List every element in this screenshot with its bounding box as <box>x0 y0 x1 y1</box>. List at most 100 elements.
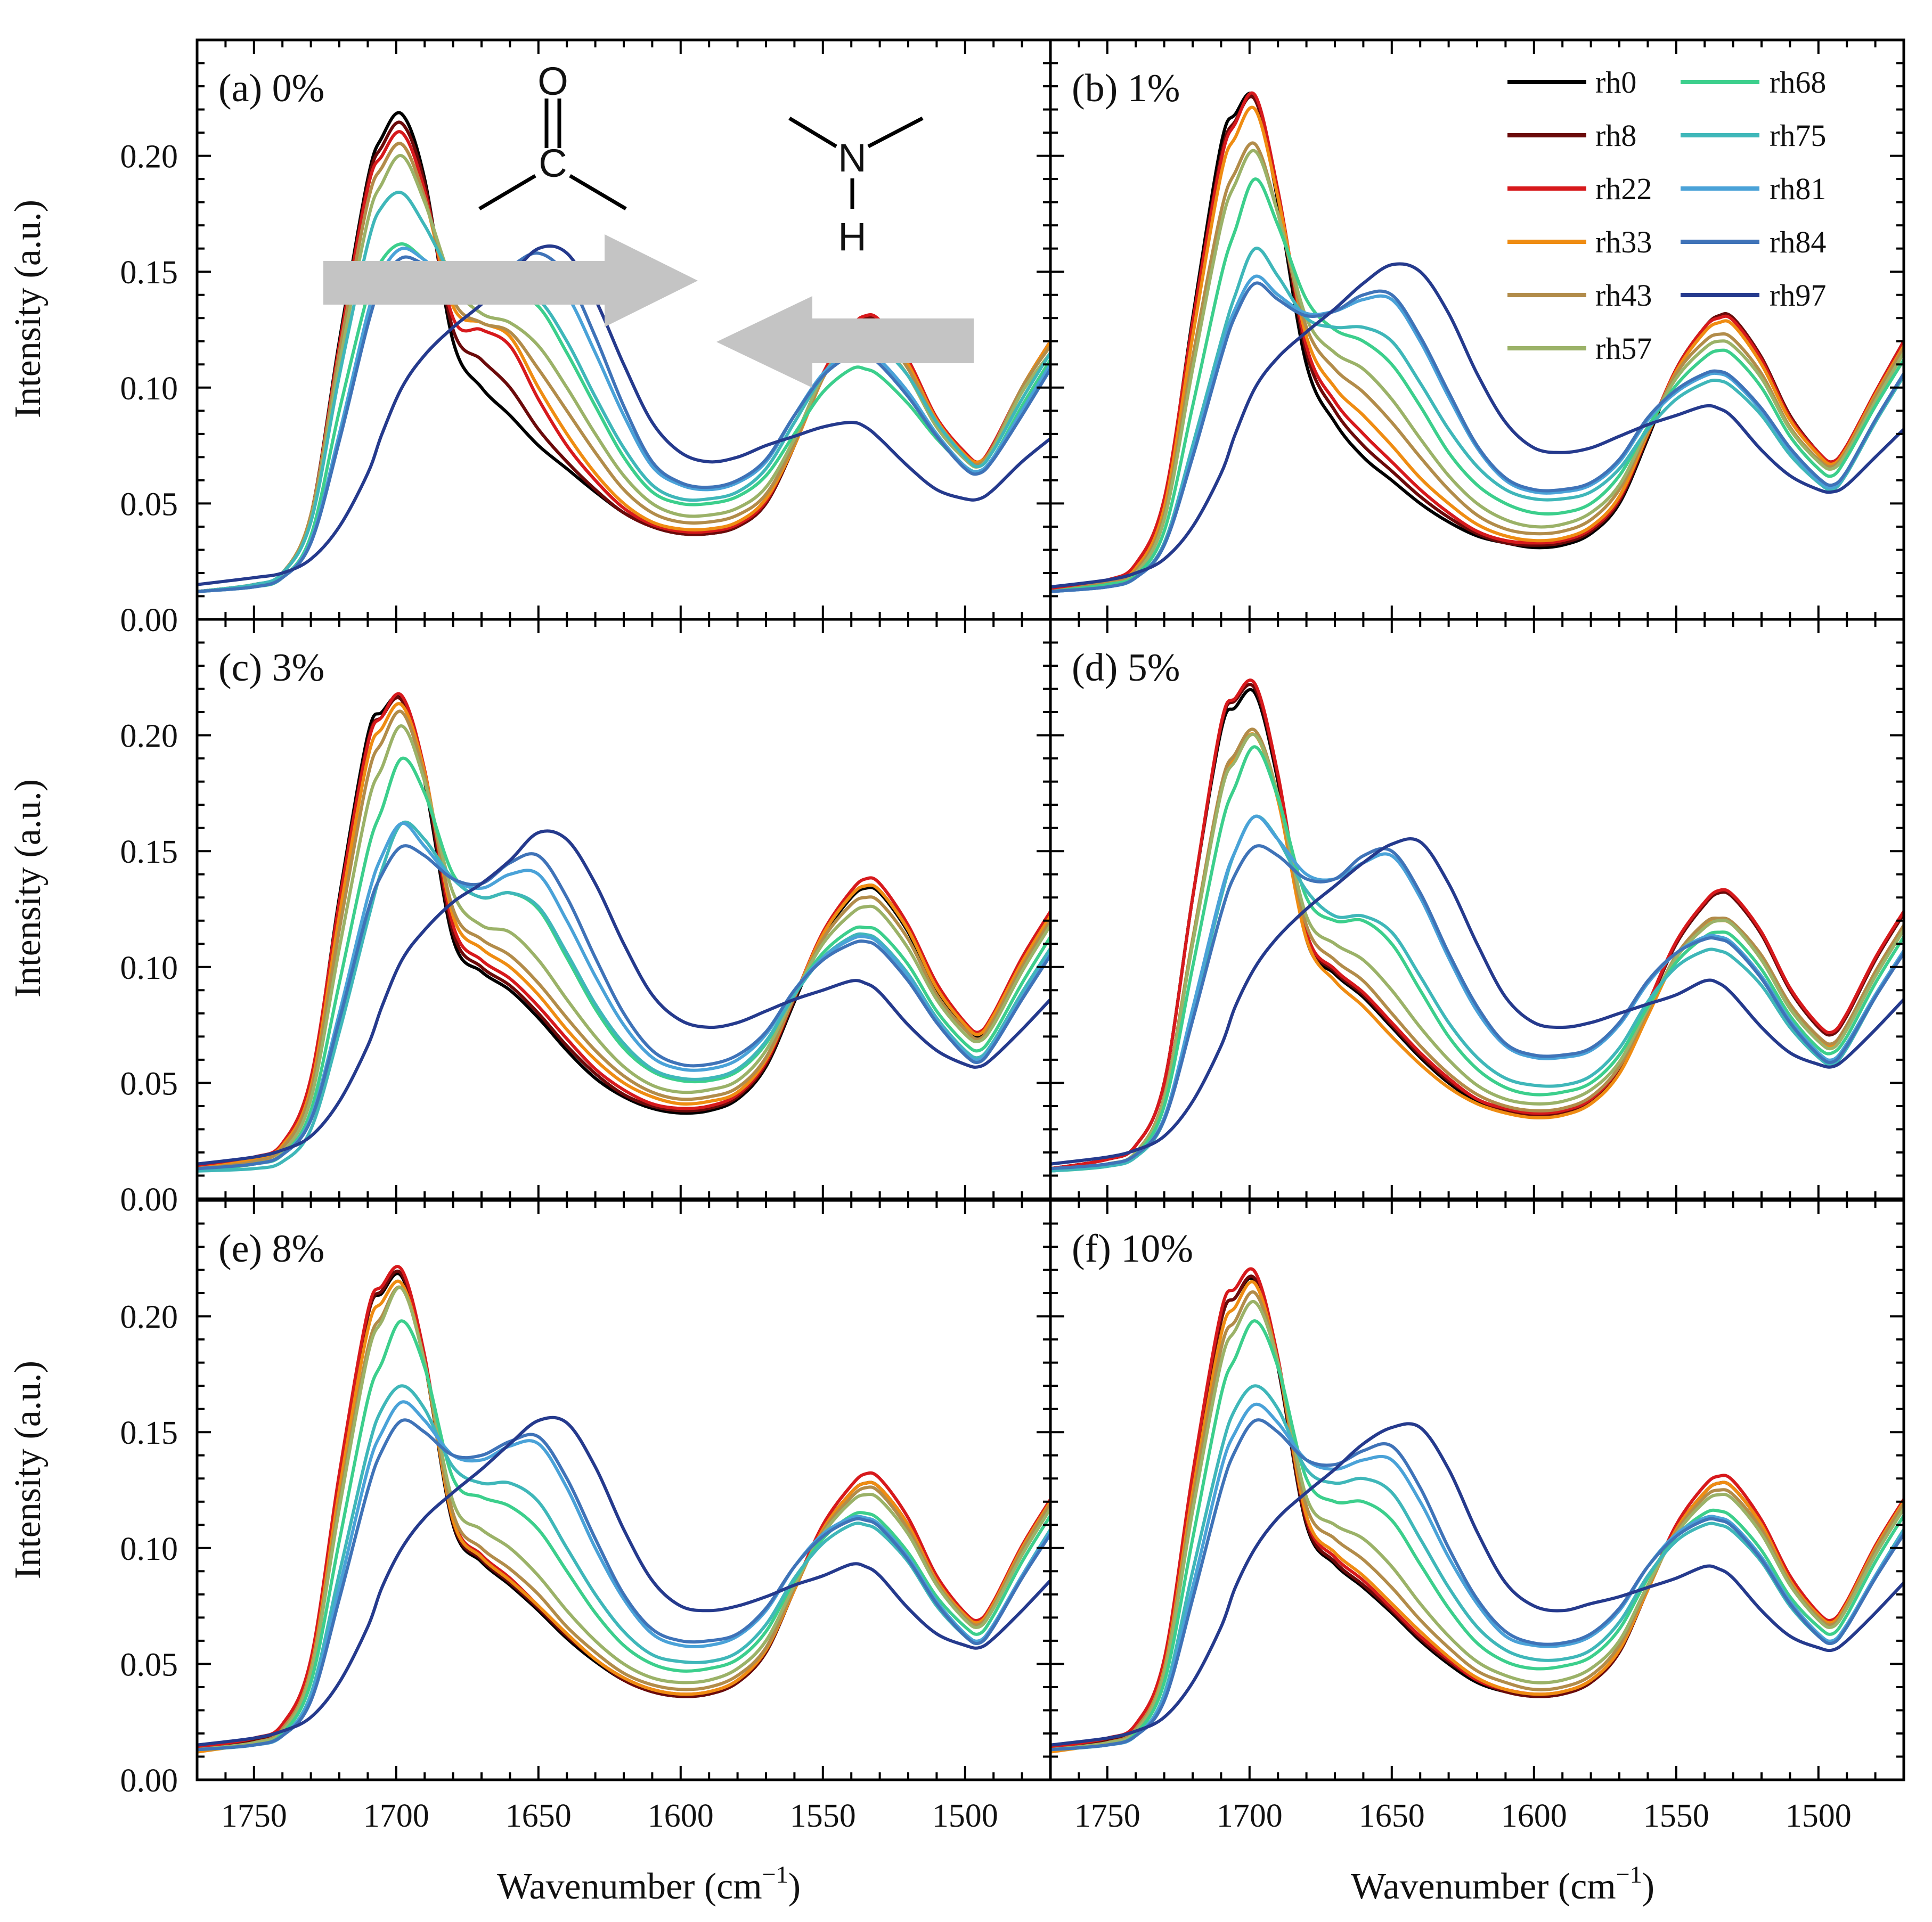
xlabel-close: ) <box>1642 1866 1654 1907</box>
series-line-rh97 <box>1050 837 1904 1166</box>
legend-label-rh81: rh81 <box>1770 171 1826 206</box>
series-line-rh75 <box>1050 247 1904 593</box>
carbonyl-structure <box>478 99 627 211</box>
x-tick-label: 1600 <box>1501 1798 1567 1834</box>
legend-label-rh0: rh0 <box>1595 65 1636 100</box>
xlabel-text: Wavenumber (cm <box>497 1866 762 1907</box>
y-tick-label: 0.15 <box>120 1415 178 1451</box>
y-tick-label: 0.15 <box>120 255 178 291</box>
legend-label-rh68: rh68 <box>1770 65 1826 100</box>
series-line-rh57 <box>197 1286 1050 1752</box>
series-line-rh84 <box>197 1418 1050 1752</box>
series-line-rh33 <box>197 1279 1050 1754</box>
legend-label-rh8: rh8 <box>1595 118 1636 153</box>
series-line-rh84 <box>197 844 1050 1171</box>
x-axis-label-left: Wavenumber (cm−1) <box>497 1861 801 1907</box>
y-tick-label: 0.00 <box>120 1763 178 1799</box>
series-line-rh68 <box>197 1319 1050 1752</box>
series-line-rh68 <box>1050 1319 1904 1752</box>
amine-nitrogen-label: N <box>838 136 866 180</box>
series-line-rh75 <box>197 191 1050 593</box>
series-line-rh57 <box>1050 1299 1904 1752</box>
y-tick-label: 0.10 <box>120 1531 178 1567</box>
series-line-rh97 <box>197 244 1050 586</box>
y-axis-label-row1: Intensity (a.u.) <box>7 200 48 418</box>
series-line-rh33 <box>1050 1280 1904 1754</box>
series-line-rh97 <box>1050 1422 1904 1747</box>
panel-e: 0.00 0.05 0.10 0.15 0.20 1750 1700 1650 1600 1550… <box>120 1199 1052 1834</box>
y-tick-label: 0.20 <box>120 718 178 755</box>
series-line-rh33 <box>1050 105 1904 593</box>
y-tick-label: 0.20 <box>120 1299 178 1336</box>
x-tick-label: 1500 <box>1786 1798 1852 1834</box>
panel-f: 1750 1700 1650 1600 1550 1500 (f) 10% <box>1049 1199 1905 1834</box>
shift-arrows <box>323 234 974 388</box>
series-line-rh57 <box>1050 732 1904 1173</box>
legend-label-rh75: rh75 <box>1770 118 1826 153</box>
carbonyl-left-bond <box>478 174 536 211</box>
x-tick-label: 1700 <box>1217 1798 1283 1834</box>
y-tick-label: 0.10 <box>120 950 178 986</box>
series-line-rh43 <box>197 709 1050 1171</box>
series-lines <box>1050 91 1904 593</box>
series-line-rh84 <box>197 251 1050 593</box>
series-line-rh57 <box>1050 149 1904 593</box>
legend-label-rh84: rh84 <box>1770 225 1826 259</box>
xlabel-superscript: −1 <box>762 1861 788 1888</box>
y-tick-label: 0.00 <box>120 602 178 639</box>
xlabel-close: ) <box>788 1866 801 1907</box>
legend-label-rh33: rh33 <box>1595 225 1652 259</box>
carbonyl-carbon-label: C <box>539 141 567 185</box>
arrow-right-icon <box>323 234 698 327</box>
x-tick-label: 1550 <box>1643 1798 1709 1834</box>
x-tick-label: 1500 <box>932 1798 998 1834</box>
amine-structure <box>788 116 924 209</box>
panel-label: (a) 0% <box>218 67 324 110</box>
series-line-rh81 <box>197 247 1050 593</box>
legend-label-rh97: rh97 <box>1770 278 1826 313</box>
series-line-rh57 <box>197 724 1050 1173</box>
panel-label: (c) 3% <box>218 646 324 690</box>
y-axis-label-row2: Intensity (a.u.) <box>7 779 48 997</box>
series-lines <box>1050 678 1904 1173</box>
series-line-rh84 <box>1050 844 1904 1171</box>
series-line-rh68 <box>1050 177 1904 593</box>
y-tick-label: 0.20 <box>120 139 178 175</box>
series-line-rh97 <box>197 829 1050 1166</box>
series-line-rh22 <box>1050 1267 1904 1749</box>
series-line-rh43 <box>1050 1290 1904 1752</box>
y-axis-label-row3: Intensity (a.u.) <box>7 1361 48 1579</box>
panel-label: (f) 10% <box>1072 1227 1193 1271</box>
panel-label: (b) 1% <box>1072 67 1180 110</box>
amine-left-bond <box>788 117 837 148</box>
series-line-rh22 <box>1050 678 1904 1171</box>
x-tick-label: 1750 <box>221 1798 287 1834</box>
panel-c: 0.00 0.05 0.10 0.15 0.20 (c) 3% <box>120 618 1052 1218</box>
series-line-rh43 <box>1050 141 1904 593</box>
legend-label-rh22: rh22 <box>1595 171 1652 206</box>
y-tick-label: 0.15 <box>120 834 178 870</box>
x-tick-label: 1650 <box>1359 1798 1425 1834</box>
x-tick-label: 1600 <box>648 1798 714 1834</box>
x-tick-label: 1650 <box>506 1798 572 1834</box>
x-tick-label: 1550 <box>790 1798 856 1834</box>
x-tick-label: 1700 <box>363 1798 429 1834</box>
series-lines <box>197 1265 1050 1754</box>
amine-right-bond <box>867 116 924 149</box>
series-line-rh68 <box>1050 745 1904 1173</box>
xlabel-superscript: −1 <box>1616 1861 1642 1888</box>
legend-label-rh43: rh43 <box>1595 278 1652 313</box>
y-tick-label: 0.05 <box>120 1066 178 1102</box>
series-line-rh84 <box>1050 1418 1904 1752</box>
amine-hydrogen-label: H <box>838 215 866 259</box>
carbonyl-right-bond <box>569 174 627 211</box>
series-line-rh68 <box>197 242 1050 593</box>
series-line-rh33 <box>197 702 1050 1171</box>
series-line-rh68 <box>197 756 1050 1173</box>
y-tick-label: 0.00 <box>120 1182 178 1218</box>
legend: rh0 rh8 rh22 rh33 rh43 rh57 rh68 rh75 rh81 rh84 rh… <box>1507 65 1826 366</box>
series-line-rh97 <box>1050 262 1904 589</box>
series-line-rh84 <box>1050 281 1904 593</box>
y-tick-label: 0.05 <box>120 1647 178 1683</box>
